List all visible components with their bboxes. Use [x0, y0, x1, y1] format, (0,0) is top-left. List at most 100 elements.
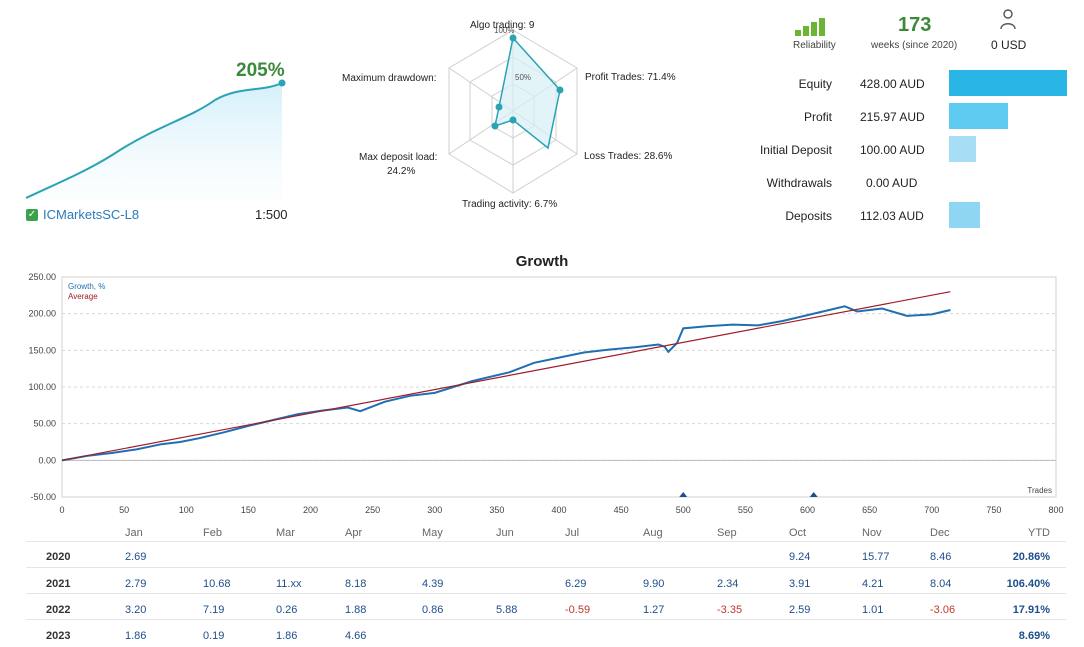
- x-tick-label: 700: [924, 505, 939, 515]
- table-header-cell: Mar: [276, 527, 295, 539]
- x-tick-label: 550: [738, 505, 753, 515]
- table-cell: 4.21: [862, 578, 884, 590]
- table-cell: 0.19: [203, 630, 225, 642]
- table-cell: 8.04: [930, 578, 952, 590]
- x-tick-label: 0: [59, 505, 64, 515]
- table-cell: 1.86: [276, 630, 298, 642]
- chart-title: Growth: [515, 253, 569, 270]
- table-cell: 2.34: [717, 578, 739, 590]
- table-header-cell: Aug: [643, 527, 663, 539]
- legend-entry: Average: [68, 292, 98, 301]
- y-tick-label: 100.00: [28, 382, 56, 392]
- table-cell: 17.91%: [1012, 604, 1050, 616]
- x-tick-label: 300: [427, 505, 442, 515]
- radar-ring-label-100: 100%: [494, 26, 514, 35]
- radar-label-activity: Trading activity: 6.7%: [462, 199, 558, 210]
- table-header-cell: Jul: [565, 527, 580, 539]
- table-header-cell: YTD: [1028, 527, 1050, 539]
- stat-bar-initial-deposit: [949, 136, 976, 162]
- table-cell: 2.59: [789, 604, 811, 616]
- x-axis-label: Trades: [1027, 486, 1052, 495]
- x-tick-label: 600: [800, 505, 815, 515]
- table-cell: 7.19: [203, 604, 225, 616]
- table-row-divider: [26, 541, 1066, 542]
- x-tick-label: 750: [986, 505, 1001, 515]
- mini-growth-line: [25, 82, 283, 199]
- table-cell: 1.01: [862, 604, 884, 616]
- table-header-cell: May: [422, 527, 443, 539]
- table-header-cell: Nov: [862, 527, 882, 539]
- plot-area: [61, 276, 1057, 498]
- x-tick-label: 350: [489, 505, 504, 515]
- radar-point-load: [491, 122, 499, 130]
- table-cell: 11.xx: [276, 578, 302, 590]
- x-tick-label: 450: [614, 505, 629, 515]
- stat-label-profit: Profit: [803, 110, 832, 124]
- x-tick-label: 400: [551, 505, 566, 515]
- table-header-cell: Jun: [496, 527, 514, 539]
- table-row-year: 2022: [46, 604, 71, 616]
- stat-label-withdrawals: Withdrawals: [766, 176, 832, 190]
- event-marker: [679, 492, 688, 497]
- event-marker: [809, 492, 818, 497]
- table-cell: -0.59: [565, 604, 591, 616]
- table-header-cell: Dec: [930, 527, 950, 539]
- x-tick-label: 500: [676, 505, 691, 515]
- table-cell: 1.88: [345, 604, 367, 616]
- table-cell: 8.46: [930, 551, 952, 563]
- stat-value-profit: 215.97 AUD: [860, 110, 925, 124]
- table-header-cell: Apr: [345, 527, 363, 539]
- table-header-cell: Sep: [717, 527, 737, 539]
- table-cell: 2.69: [125, 551, 147, 563]
- y-tick-label: 0.00: [38, 455, 56, 465]
- table-header-cell: Oct: [789, 527, 807, 539]
- radar-label-loss-trades: Loss Trades: 28.6%: [584, 151, 673, 162]
- table-cell: 6.29: [565, 578, 587, 590]
- stat-label-equity: Equity: [798, 77, 832, 91]
- x-tick-label: 650: [862, 505, 877, 515]
- radar-label-drawdown: Maximum drawdown:: [342, 73, 437, 84]
- table-cell: 3.91: [789, 578, 811, 590]
- table-cell: 10.68: [203, 578, 231, 590]
- mini-growth-endpoint: [278, 79, 286, 87]
- table-header-cell: Feb: [203, 527, 222, 539]
- reliability-bars-icon: [795, 18, 825, 36]
- usd-value: 0 USD: [991, 38, 1027, 52]
- x-tick-label: 800: [1048, 505, 1063, 515]
- radar-label-deposit-load-value: 24.2%: [387, 166, 416, 177]
- radar-label-deposit-load: Max deposit load:: [359, 152, 438, 163]
- x-tick-label: 250: [365, 505, 380, 515]
- stat-bar-deposits: [949, 202, 980, 228]
- table-cell: -3.06: [930, 604, 956, 616]
- radar-label-algo: Algo trading: 9: [470, 20, 535, 31]
- radar-point-algo: [509, 34, 517, 42]
- stat-value-initial-deposit: 100.00 AUD: [860, 143, 925, 157]
- user-icon: [1000, 9, 1016, 30]
- table-cell: 1.27: [643, 604, 665, 616]
- leverage-value: 1:500: [255, 207, 288, 222]
- series-line-growth: [61, 305, 951, 462]
- y-tick-label: 50.00: [33, 419, 56, 429]
- radar-point-activity: [509, 116, 517, 124]
- table-cell: 0.26: [276, 604, 298, 616]
- y-tick-label: 200.00: [28, 309, 56, 319]
- y-tick-label: 250.00: [28, 272, 56, 282]
- broker-link[interactable]: ✓ ICMarketsSC-L8: [26, 207, 139, 222]
- table-cell: -3.35: [717, 604, 743, 616]
- table-row-divider: [26, 619, 1066, 620]
- table-cell: 8.18: [345, 578, 367, 590]
- table-cell: 1.86: [125, 630, 147, 642]
- table-row-year: 2021: [46, 578, 71, 590]
- weeks-value: 173: [898, 14, 932, 36]
- y-tick-label: 150.00: [28, 345, 56, 355]
- table-cell: 9.90: [643, 578, 665, 590]
- table-header-cell: Jan: [125, 527, 143, 539]
- stat-label-deposits: Deposits: [785, 209, 832, 223]
- series-line-average: [61, 291, 951, 461]
- table-cell: 0.86: [422, 604, 444, 616]
- table-row-year: 2020: [46, 551, 71, 563]
- table-cell: 15.77: [862, 551, 890, 563]
- table-row-divider: [26, 567, 1066, 568]
- radar-ring-label-50: 50%: [515, 73, 531, 82]
